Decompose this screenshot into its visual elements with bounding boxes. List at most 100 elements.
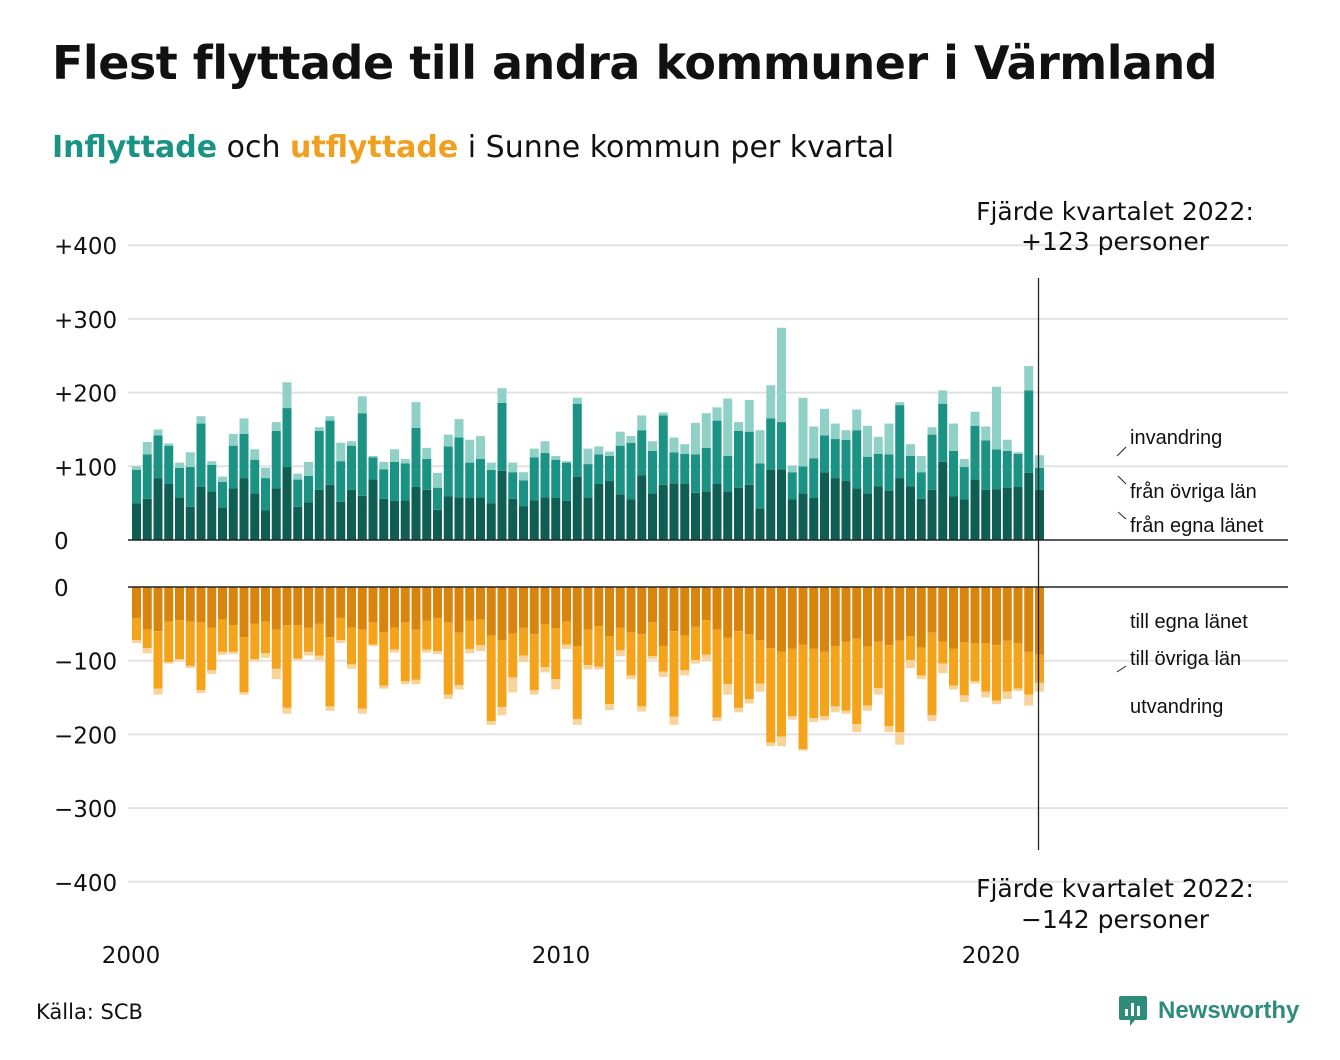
inflow-bar-own — [164, 483, 174, 540]
inflow-bar-immig — [981, 426, 991, 441]
inflow-bar-immig — [443, 434, 453, 447]
y-tick-label-bottom: −200 — [54, 723, 117, 749]
inflow-bar-other — [261, 478, 270, 511]
outflow-bar-own — [336, 587, 346, 618]
outflow-bar-emig — [938, 663, 948, 674]
outflow-bar-other — [959, 642, 969, 696]
outflow-bar-own — [841, 587, 851, 642]
inflow-bar-other — [766, 418, 776, 470]
outflow-bar-own — [486, 587, 496, 636]
inflow-bar-immig — [218, 476, 227, 482]
outflow-bar-other — [691, 626, 700, 660]
outflow-bar-emig — [196, 690, 206, 694]
inflow-bar-other — [809, 458, 819, 498]
outflow-bar-other — [185, 621, 195, 666]
outflow-bar-emig — [175, 659, 184, 662]
outflow-bar-other — [497, 640, 507, 708]
outflow-bar-own — [594, 587, 604, 627]
outflow-bar-own — [153, 587, 163, 632]
outflow-bar-own — [476, 587, 485, 620]
inflow-bar-other — [239, 433, 249, 479]
inflow-bar-other — [132, 469, 141, 504]
inflow-bar-immig — [605, 451, 614, 456]
inflow-bar-immig — [841, 430, 851, 440]
outflow-bar-emig — [669, 716, 679, 725]
inflow-bar-immig — [626, 436, 636, 443]
outflow-bar-own — [250, 587, 260, 624]
outflow-bar-emig — [884, 726, 894, 733]
inflow-bar-immig — [454, 419, 464, 438]
inflow-label-other: från övriga län — [1130, 481, 1257, 503]
outflow-bar-emig — [916, 675, 926, 680]
outflow-bar-own — [529, 587, 539, 635]
inflow-bar-immig — [357, 396, 367, 414]
inflow-bar-immig — [540, 441, 550, 454]
outflow-bar-other — [175, 620, 184, 660]
inflow-bar-own — [701, 491, 711, 540]
inflow-bar-immig — [508, 462, 518, 473]
inflow-bar-own — [239, 478, 249, 540]
outflow-bar-own — [228, 587, 238, 626]
inflow-bar-immig — [411, 402, 421, 428]
inflow-bar-other — [572, 403, 582, 477]
outflow-bar-emig — [626, 675, 636, 680]
inflow-bar-own — [422, 489, 432, 540]
inflow-bar-immig — [723, 398, 733, 456]
inflow-bar-other — [992, 449, 1001, 490]
inflow-bar-own — [314, 489, 324, 540]
inflow-bar-own — [572, 476, 582, 540]
inflow-bar-immig — [863, 425, 872, 457]
inflow-bar-other — [164, 445, 174, 484]
outflow-bar-own — [658, 587, 668, 646]
outflow-bar-emig — [949, 685, 958, 690]
inflow-bar-own — [465, 497, 475, 540]
inflow-bar-own — [282, 467, 292, 540]
inflow-bar-other — [497, 402, 507, 471]
outflow-bar-emig — [465, 648, 475, 654]
outflow-bar-own — [1035, 587, 1044, 655]
inflow-bar-other — [486, 469, 496, 504]
outflow-bar-other — [798, 644, 808, 750]
inflow-bar-own — [970, 479, 980, 540]
inflow-bar-own — [680, 483, 690, 540]
outflow-bar-other — [777, 651, 786, 737]
newsworthy-logo-text: Newsworthy — [1158, 997, 1300, 1024]
outflow-bar-own — [605, 587, 614, 637]
outflow-bar-emig — [572, 718, 582, 725]
outflow-bar-emig — [132, 640, 141, 644]
outflow-bar-other — [379, 632, 389, 686]
inflow-bar-own — [981, 489, 991, 540]
outflow-bar-other — [712, 629, 722, 718]
inflow-bar-other — [884, 454, 894, 491]
annotation-bottom-line2: −142 personer — [1021, 905, 1210, 934]
inflow-bar-own — [583, 497, 593, 540]
outflow-bar-other — [648, 622, 657, 657]
inflow-bar-immig — [486, 462, 496, 470]
outflow-bar-emig — [583, 665, 593, 670]
inflow-bar-immig — [551, 455, 561, 460]
inflow-bar-immig — [347, 441, 356, 446]
outflow-bar-other — [336, 617, 346, 641]
outflow-bar-own — [261, 587, 270, 622]
outflow-bar-own — [271, 587, 281, 630]
inflow-bar-immig — [271, 422, 281, 431]
outflow-bar-emig — [658, 671, 668, 677]
outflow-bar-emig — [777, 736, 786, 747]
outflow-bar-own — [755, 587, 765, 641]
y-tick-label-bottom: −400 — [54, 871, 117, 897]
inflow-bar-other — [615, 445, 625, 495]
inflow-bar-immig — [594, 446, 604, 455]
outflow-bar-other — [132, 617, 141, 641]
inflow-bar-other — [777, 422, 786, 470]
inflow-bar-immig — [992, 386, 1001, 450]
outflow-bar-own — [497, 587, 507, 641]
inflow-bar-immig — [1024, 366, 1034, 391]
chart-subtitle: Inflyttade och utflyttade i Sunne kommun… — [52, 130, 894, 165]
outflow-bar-other — [637, 634, 647, 707]
outflow-bar-other — [583, 629, 593, 666]
inflow-bar-immig — [809, 426, 819, 459]
annotation-top-line1: Fjärde kvartalet 2022: — [976, 197, 1254, 226]
chart-title: Flest flyttade till andra kommuner i Vär… — [52, 36, 1218, 90]
inflow-bar-own — [863, 493, 872, 540]
outflow-bar-other — [658, 645, 668, 672]
